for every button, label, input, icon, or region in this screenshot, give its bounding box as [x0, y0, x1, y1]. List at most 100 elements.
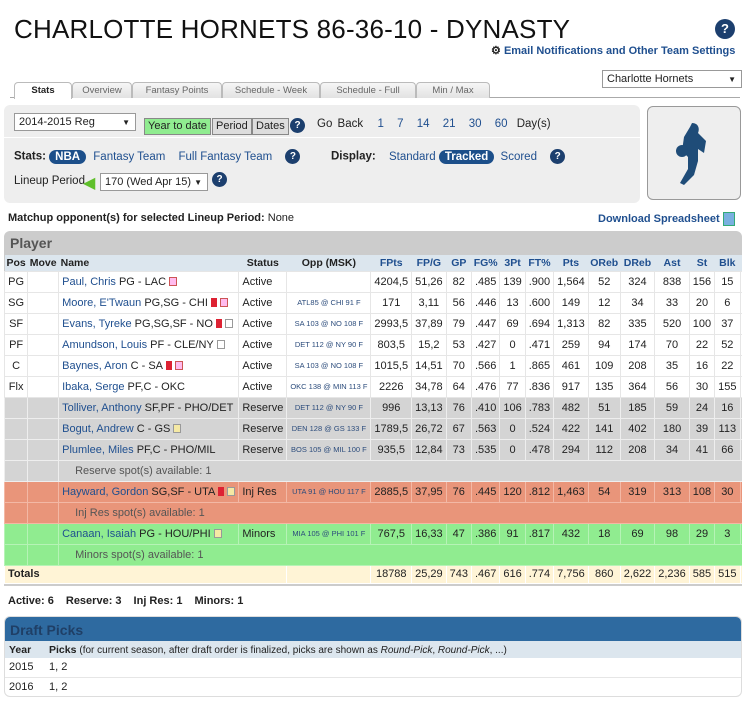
- tab-schedule-week[interactable]: Schedule - Week: [222, 82, 320, 98]
- season-select[interactable]: 2014-2015 Reg ▼: [14, 113, 136, 131]
- col-dreb[interactable]: DReb: [620, 255, 655, 271]
- help-icon[interactable]: ?: [212, 172, 227, 187]
- player-name-link[interactable]: Ibaka, Serge: [62, 380, 125, 393]
- display-scored[interactable]: Scored: [500, 150, 537, 163]
- stats-fantasy-team[interactable]: Fantasy Team: [93, 150, 166, 163]
- doc-icon[interactable]: [216, 340, 225, 350]
- move-cell[interactable]: [27, 291, 60, 314]
- news-icon[interactable]: [175, 361, 184, 371]
- opponent-cell[interactable]: DET 112 @ NY 90 F: [286, 396, 372, 419]
- col-ast[interactable]: Ast: [654, 255, 690, 271]
- team-select[interactable]: Charlotte Hornets ▼: [602, 70, 742, 88]
- flag-icon[interactable]: [215, 319, 222, 329]
- go-back-60[interactable]: 60: [494, 118, 508, 130]
- go-back-7[interactable]: 7: [397, 118, 404, 130]
- col-blk[interactable]: Blk: [714, 255, 740, 271]
- col-ft-[interactable]: FT%: [525, 255, 554, 271]
- move-cell[interactable]: [27, 312, 60, 335]
- move-cell[interactable]: [27, 396, 60, 419]
- dates-button[interactable]: Dates: [252, 118, 289, 135]
- help-icon[interactable]: ?: [715, 19, 735, 39]
- col-oreb[interactable]: OReb: [588, 255, 621, 271]
- move-cell[interactable]: [27, 480, 60, 503]
- display-tracked[interactable]: Tracked: [438, 149, 495, 164]
- stat-3pt: 91: [499, 522, 526, 545]
- tab-fantasy-points[interactable]: Fantasy Points: [132, 82, 222, 98]
- tab-schedule-full[interactable]: Schedule - Full: [320, 82, 416, 98]
- player-name-link[interactable]: Plumlee, Miles: [62, 443, 134, 456]
- opponent-cell[interactable]: SA 103 @ NO 108 F: [286, 354, 372, 377]
- opponent-cell[interactable]: UTA 91 @ HOU 117 F: [286, 480, 372, 503]
- move-cell[interactable]: [27, 270, 60, 293]
- flag-icon[interactable]: [210, 298, 217, 308]
- move-cell[interactable]: [27, 333, 60, 356]
- opponent-cell[interactable]: MIA 105 @ PHI 101 F: [286, 522, 372, 545]
- year-to-date-button[interactable]: Year to date: [144, 118, 211, 135]
- opponent-cell[interactable]: DEN 128 @ GS 133 F: [286, 417, 372, 440]
- stat-oreb: 51: [587, 396, 621, 419]
- col-fg-[interactable]: FG%: [471, 255, 500, 271]
- news-icon[interactable]: [219, 298, 228, 308]
- stat-pts: 149: [553, 291, 589, 314]
- player-name-link[interactable]: Baynes, Aron: [62, 359, 128, 372]
- move-cell[interactable]: [27, 522, 60, 545]
- go-back-30[interactable]: 30: [468, 118, 482, 130]
- move-cell[interactable]: [27, 375, 60, 398]
- note-icon[interactable]: [173, 424, 182, 434]
- col-pts[interactable]: Pts: [553, 255, 589, 271]
- player-name-link[interactable]: Hayward, Gordon: [62, 485, 149, 498]
- stats-nba[interactable]: NBA: [49, 149, 87, 164]
- move-cell[interactable]: [27, 438, 60, 461]
- player-name-link[interactable]: Canaan, Isaiah: [62, 527, 137, 540]
- total-gp: 743: [445, 564, 472, 584]
- player-name-link[interactable]: Amundson, Louis: [62, 338, 148, 351]
- tab-min-max[interactable]: Min / Max: [416, 82, 490, 98]
- player-name-link[interactable]: Paul, Chris: [62, 275, 116, 288]
- stat-blk: 155: [714, 375, 741, 398]
- help-icon[interactable]: ?: [550, 149, 566, 164]
- previous-arrow-icon[interactable]: ◀: [83, 175, 96, 192]
- display-standard[interactable]: Standard: [388, 150, 436, 163]
- flag-icon[interactable]: [166, 361, 173, 371]
- move-cell[interactable]: [27, 354, 60, 377]
- col-to[interactable]: TO: [740, 255, 742, 271]
- lineup-period-select[interactable]: 170 (Wed Apr 15) ▼: [100, 173, 208, 191]
- opponent-cell[interactable]: [286, 270, 372, 293]
- col-fp-g[interactable]: FP/G: [411, 255, 447, 271]
- player-name-link[interactable]: Tolliver, Anthony: [62, 401, 142, 414]
- col-gp[interactable]: GP: [446, 255, 472, 271]
- opponent-cell[interactable]: OKC 138 @ MIN 113 F: [286, 375, 372, 398]
- player-name-link[interactable]: Moore, E'Twaun: [62, 296, 142, 309]
- news-icon[interactable]: [169, 277, 178, 287]
- spreadsheet-icon[interactable]: [722, 212, 735, 226]
- go-back-14[interactable]: 14: [416, 118, 430, 130]
- player-name-link[interactable]: Bogut, Andrew: [62, 422, 134, 435]
- player-name-link[interactable]: Evans, Tyreke: [62, 317, 132, 330]
- opponent-cell[interactable]: SA 103 @ NO 108 F: [286, 312, 372, 335]
- help-icon[interactable]: ?: [285, 149, 301, 164]
- go-back-21[interactable]: 21: [442, 118, 456, 130]
- doc-icon[interactable]: [224, 319, 233, 329]
- stats-full-fantasy-team[interactable]: Full Fantasy Team: [178, 150, 273, 163]
- opponent-cell[interactable]: BOS 105 @ MIL 100 F: [286, 438, 372, 461]
- tab-overview[interactable]: Overview: [72, 82, 132, 98]
- col-st[interactable]: St: [689, 255, 715, 271]
- flag-icon[interactable]: [218, 487, 225, 497]
- download-spreadsheet-link[interactable]: Download Spreadsheet: [598, 212, 720, 225]
- col-fpts[interactable]: FPts: [370, 255, 412, 271]
- gear-icon[interactable]: ⚙: [491, 45, 501, 57]
- help-icon[interactable]: ?: [290, 118, 305, 133]
- col-opp-msk-[interactable]: Opp (MSK): [286, 255, 371, 271]
- opponent-cell[interactable]: ATL85 @ CHI 91 F: [286, 291, 372, 314]
- period-button[interactable]: Period: [212, 118, 252, 135]
- col-3pt[interactable]: 3Pt: [499, 255, 526, 271]
- note-icon[interactable]: [227, 487, 236, 497]
- opponent-cell[interactable]: DET 112 @ NY 90 F: [286, 333, 372, 356]
- total-3pt: 616: [499, 564, 526, 584]
- settings-link[interactable]: Email Notifications and Other Team Setti…: [503, 45, 736, 57]
- note-icon[interactable]: [213, 529, 222, 539]
- tab-stats[interactable]: Stats: [14, 82, 72, 99]
- move-cell[interactable]: [27, 417, 60, 440]
- stat-gp: 56: [445, 291, 472, 314]
- go-back-1[interactable]: 1: [377, 118, 384, 130]
